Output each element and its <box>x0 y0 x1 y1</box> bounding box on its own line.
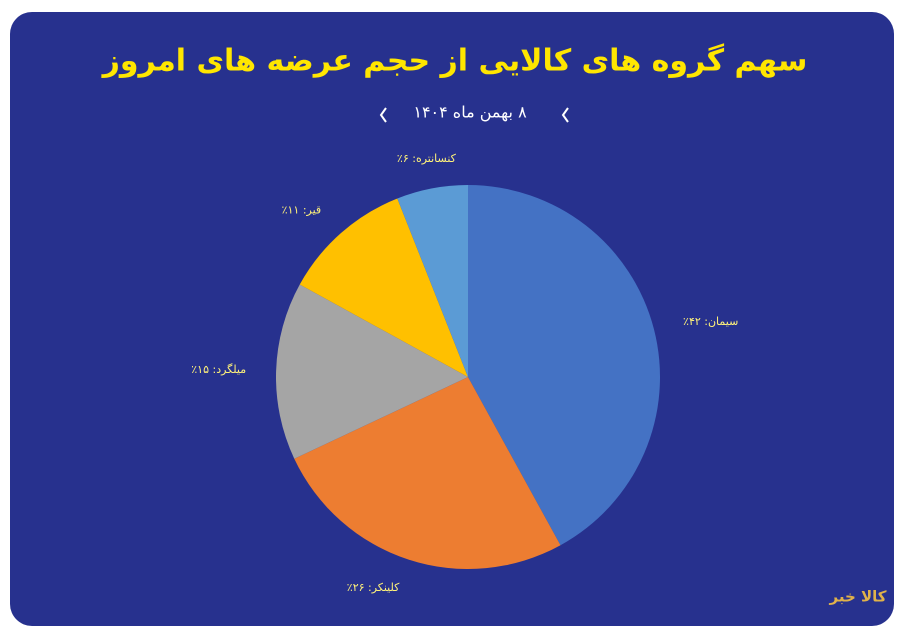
pie-slice <box>294 377 561 569</box>
pie-slice <box>397 185 468 377</box>
pie-slice <box>468 185 660 546</box>
decoration <box>561 107 569 123</box>
logo: کالا خبر <box>828 588 886 606</box>
pie-slice <box>299 198 468 377</box>
decoration <box>379 107 387 123</box>
chart-subtitle: ۸ بهمن ماه ۱۴۰۴ <box>413 103 527 123</box>
pie-slice <box>276 284 468 459</box>
chart-title: سهم گروه های کالایی از حجم عرضه های امرو… <box>101 43 808 79</box>
data-label: سیمان: ۴۲٪ <box>683 315 738 328</box>
data-label: کنسانتره: ۶٪ <box>397 152 457 165</box>
data-label: میلگرد: ۱۵٪ <box>191 363 246 376</box>
data-label: قیر: ۱۱٪ <box>282 203 322 216</box>
data-label: کلینکر: ۲۶٪ <box>347 581 400 594</box>
